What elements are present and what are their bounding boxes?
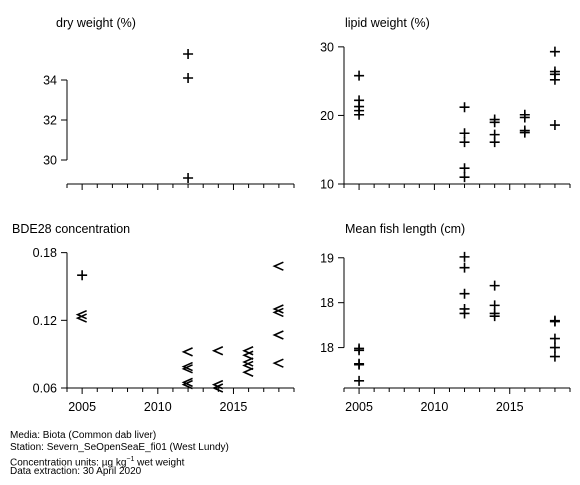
dry-weight-plus-marker: [183, 73, 194, 83]
fish-length-plus-marker: [354, 359, 365, 370]
lipid-weight-plus-marker: [519, 127, 530, 138]
lipid-weight-plus-marker: [549, 120, 560, 131]
dry-weight-plus-marker: [183, 49, 194, 59]
lipid-weight-y-tick-label: 10: [320, 178, 334, 192]
footer-media: Media: Biota (Common dab liver): [10, 430, 157, 441]
fish-length-plus-marker: [459, 262, 470, 273]
fish-length-plus-marker: [549, 316, 560, 327]
fish-length-panel: Mean fish length (cm) 18 18 19 2005 2010 2015: [320, 222, 571, 414]
lipid-weight-plus-marker: [519, 112, 530, 123]
dry-weight-y-tick-label: 30: [43, 154, 57, 168]
lipid-weight-plus-marker: [459, 172, 470, 183]
footer-units-prefix: Concentration units:: [10, 457, 99, 469]
fish-length-plus-marker: [354, 345, 365, 356]
bde28-less-than-marker: [211, 346, 224, 356]
bde28-less-than-marker: [272, 304, 284, 314]
footer-units-exponent: −1: [126, 456, 135, 463]
bde28-x-tick-label: 2010: [144, 400, 172, 414]
bde28-less-than-marker: [181, 361, 193, 372]
fish-length-x-tick-label: 2015: [496, 400, 524, 414]
bde28-less-than-marker: [242, 350, 254, 361]
lipid-weight-plus-marker: [489, 137, 500, 148]
bde28-less-than-marker: [181, 347, 193, 357]
bde28-plus-marker: [77, 270, 88, 281]
dry-weight-title: dry weight (%): [56, 16, 136, 30]
lipid-weight-plus-marker: [549, 46, 560, 57]
lipid-weight-plus-marker: [459, 163, 470, 174]
dry-weight-y-tick-label: 32: [43, 114, 57, 128]
bde28-less-than-marker: [272, 358, 284, 368]
fish-length-y-tick-label: 18: [320, 341, 334, 355]
fish-length-y-tick-label: 18: [320, 296, 334, 310]
fish-length-plus-marker: [459, 288, 470, 299]
bde28-x-tick-label: 2015: [220, 400, 248, 414]
bde28-less-than-marker: [181, 377, 193, 388]
fish-length-plus-marker: [459, 251, 470, 262]
fish-length-plus-marker: [549, 351, 560, 362]
footer-extraction: Data extraction: 30 April 2020: [10, 466, 142, 477]
bde28-y-tick-label: 0.18: [33, 246, 57, 260]
bde28-less-than-marker: [181, 379, 193, 390]
bde28-less-than-marker: [242, 360, 254, 371]
bde28-y-tick-label: 0.12: [33, 314, 57, 328]
bde28-less-than-marker: [75, 309, 87, 320]
bde28-less-than-marker: [242, 367, 254, 377]
bde28-less-than-marker: [211, 379, 224, 390]
lipid-weight-title: lipid weight (%): [345, 16, 430, 30]
fish-length-x-tick-label: 2005: [345, 400, 373, 414]
footer-units-suffix: wet weight: [137, 457, 185, 469]
fish-length-plus-marker: [549, 333, 560, 344]
fish-length-plus-marker: [459, 308, 470, 319]
lipid-weight-plus-marker: [354, 70, 365, 81]
bde28-less-than-marker: [75, 313, 87, 323]
fish-length-y-tick-label: 19: [320, 251, 334, 265]
bde28-less-than-marker: [272, 307, 284, 318]
lipid-weight-plus-marker: [459, 102, 470, 113]
lipid-weight-y-tick-label: 30: [320, 40, 334, 54]
bde28-y-tick-label: 0.06: [33, 382, 57, 396]
bde28-less-than-marker: [272, 330, 284, 340]
footer-units: Concentration units: µg kg−1 wet weight: [10, 454, 184, 468]
bde28-title: BDE28 concentration: [12, 222, 130, 236]
dry-weight-panel: dry weight (%) 30 32 34: [43, 16, 295, 190]
lipid-weight-plus-marker: [549, 74, 560, 85]
bde28-x-tick-label: 2005: [68, 400, 96, 414]
dry-weight-plus-marker: [183, 173, 194, 183]
fish-length-plus-marker: [549, 342, 560, 353]
lipid-weight-panel: lipid weight (%) 10 20 30: [320, 16, 571, 192]
bde28-less-than-marker: [272, 261, 284, 271]
footer-units-value: µg kg: [101, 457, 127, 469]
lipid-weight-plus-marker: [459, 137, 470, 148]
fish-length-title: Mean fish length (cm): [345, 222, 465, 236]
fish-length-x-tick-label: 2010: [420, 400, 448, 414]
fish-length-plus-marker: [489, 280, 500, 291]
bde28-panel: BDE28 concentration 0.06 0.12 0.18 2005 2010 2…: [12, 222, 295, 414]
lipid-weight-plus-marker: [489, 117, 500, 128]
lipid-weight-plus-marker: [354, 109, 365, 120]
fish-length-plus-marker: [354, 375, 365, 386]
bde28-less-than-marker: [242, 357, 254, 367]
fish-length-plus-marker: [489, 311, 500, 322]
bde28-less-than-marker: [211, 383, 224, 393]
bde28-less-than-marker: [181, 364, 193, 374]
footer-station: Station: Severn_SeOpenSeaE_fi01 (West Lu…: [10, 442, 229, 453]
lipid-weight-y-tick-label: 20: [320, 109, 334, 123]
dry-weight-y-tick-label: 34: [43, 74, 57, 88]
lipid-weight-plus-marker: [459, 128, 470, 139]
